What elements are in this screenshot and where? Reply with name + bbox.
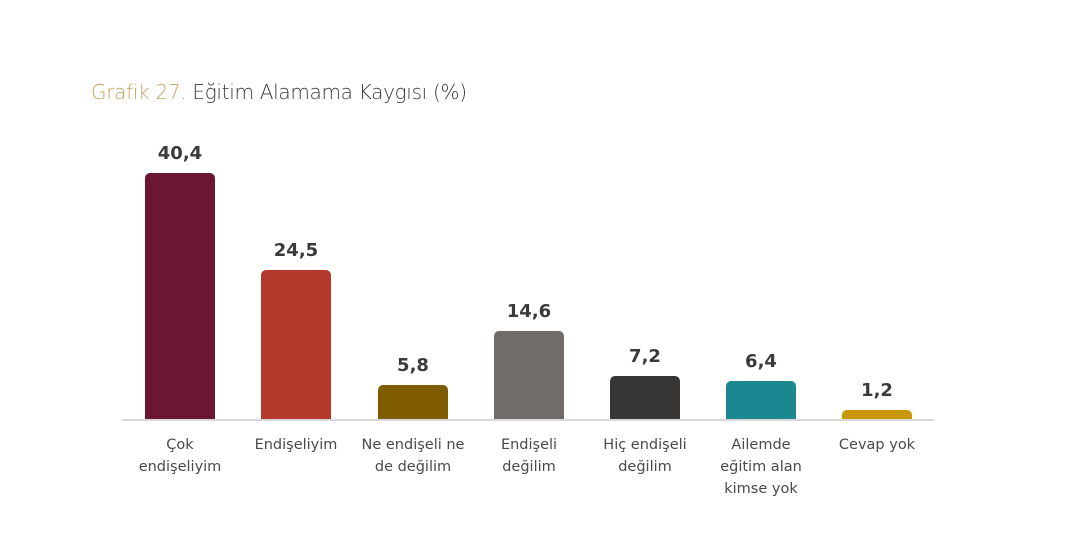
category-label: Cevap yok <box>817 434 937 456</box>
bar-value-label: 6,4 <box>745 351 777 372</box>
category-label-line: Endişeliyim <box>254 437 338 453</box>
category-label-line: endişeliyim <box>138 459 222 475</box>
bar-value-label: 7,2 <box>629 346 661 367</box>
bar <box>726 381 796 420</box>
category-label-line: de değilim <box>374 459 452 475</box>
category-label-line: eğitim alan <box>720 459 802 475</box>
category-label-line: değilim <box>618 459 672 475</box>
category-label-line: değilim <box>502 459 556 475</box>
bar <box>378 385 448 420</box>
chart-title: Grafik 27. Eğitim Alamama Kaygısı (%) <box>91 80 467 104</box>
category-label-line: kimse yok <box>724 481 798 497</box>
bar <box>610 376 680 420</box>
bar <box>842 410 912 420</box>
bar-value-label: 5,8 <box>397 355 429 376</box>
bar <box>494 331 564 420</box>
category-label: Endişeliyim <box>236 434 356 456</box>
category-label-line: Endişeli <box>500 437 558 453</box>
category-label-line: Hiç endişeli <box>603 437 687 453</box>
bar-value-label: 1,2 <box>861 380 893 401</box>
category-label-line: Cevap yok <box>838 437 916 453</box>
chart-title-text: Eğitim Alamama Kaygısı (%) <box>192 80 467 104</box>
bar <box>261 270 331 420</box>
bar-value-label: 40,4 <box>157 143 203 164</box>
category-label: Hiç endişeli değilim <box>585 434 705 478</box>
category-label-line: Ne endişeli ne <box>361 437 465 453</box>
category-label: Endişeli değilim <box>469 434 589 478</box>
category-label: Ailemde eğitim alan kimse yok <box>701 434 821 500</box>
category-label: Çok endişeliyim <box>120 434 240 478</box>
chart-number: Grafik 27. <box>91 80 187 104</box>
bar-value-label: 24,5 <box>273 240 319 261</box>
category-label-line: Çok <box>166 437 194 453</box>
bar <box>145 173 215 420</box>
bar-value-label: 14,6 <box>506 301 552 322</box>
category-label: Ne endişeli ne de değilim <box>353 434 473 478</box>
category-label-line: Ailemde <box>731 437 791 453</box>
x-axis-line <box>122 419 934 421</box>
